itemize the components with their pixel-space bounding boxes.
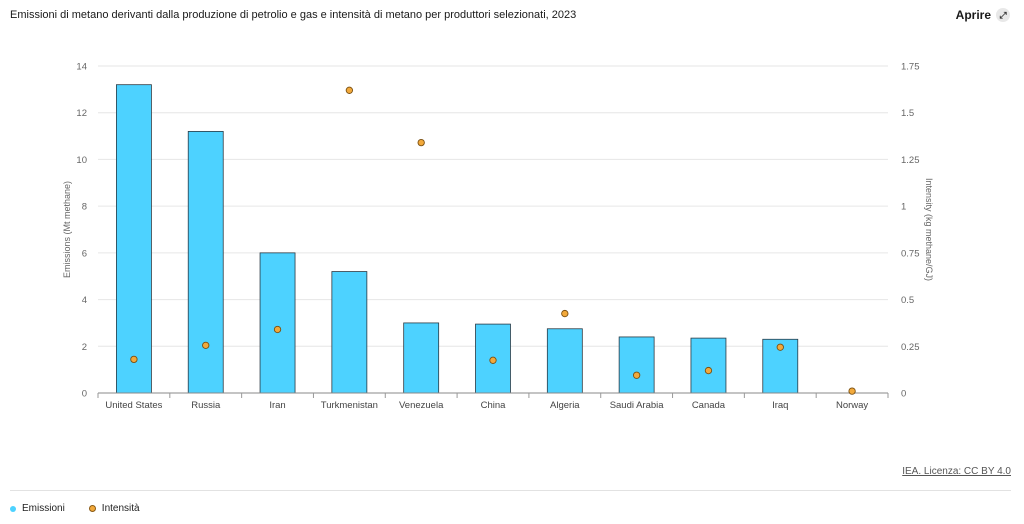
y-tick-label: 12 — [76, 108, 87, 119]
source-link[interactable]: IEA. Licenza: CC BY 4.0 — [902, 466, 1011, 477]
x-tick-label: Saudi Arabia — [610, 400, 665, 411]
legend: Emissioni Intensità — [10, 503, 140, 514]
intensity-point — [632, 371, 641, 379]
bar — [187, 130, 224, 394]
intensity-point — [417, 138, 425, 147]
intensity-point — [273, 325, 282, 334]
bar — [403, 322, 440, 394]
legend-item-intensity[interactable]: Intensità — [88, 503, 140, 514]
x-tick-label: Norway — [836, 400, 868, 411]
bar — [618, 336, 655, 394]
y-tick-label: 4 — [82, 295, 87, 306]
legend-swatch-emissions — [10, 505, 16, 512]
intensity-point — [345, 86, 354, 94]
bar — [546, 328, 583, 394]
y-right-tick-label: 1.25 — [901, 155, 920, 166]
intensity-point — [776, 343, 784, 351]
y-tick-label: 6 — [82, 248, 87, 259]
intensity-point — [489, 356, 497, 364]
x-tick-label: China — [481, 400, 507, 411]
legend-item-emissions[interactable]: Emissioni — [10, 503, 65, 514]
legend-label-emissions: Emissioni — [22, 503, 65, 514]
y-right-tick-label: 1.5 — [901, 108, 914, 119]
x-tick-label: United States — [105, 400, 162, 411]
y-right-tick-label: 1 — [901, 202, 906, 213]
divider — [10, 490, 1011, 491]
y-tick-label: 14 — [76, 62, 87, 73]
bar — [331, 271, 368, 394]
bar — [259, 252, 296, 394]
y-tick-label: 10 — [76, 155, 87, 166]
x-tick-label: Russia — [191, 400, 221, 411]
x-tick-label: Algeria — [550, 400, 580, 411]
intensity-point — [704, 366, 713, 375]
bar — [690, 337, 727, 394]
expand-icon: ⤢ — [996, 8, 1010, 22]
y-right-axis-title: Intensity (kg methane/GJ) — [924, 178, 934, 281]
y-tick-label: 0 — [82, 389, 87, 400]
intensity-point — [848, 387, 856, 395]
x-tick-label: Canada — [692, 400, 726, 411]
chart-title: Emissioni di metano derivanti dalla prod… — [10, 9, 577, 21]
bar — [116, 84, 152, 394]
x-tick-label: Iran — [269, 400, 285, 411]
legend-swatch-intensity — [88, 505, 96, 512]
y-right-tick-label: 0.75 — [901, 248, 920, 259]
x-tick-label: Venezuela — [399, 400, 444, 411]
y-axis-title: Emissions (Mt methane) — [62, 181, 72, 278]
y-right-tick-label: 0 — [901, 389, 906, 400]
open-button[interactable]: Aprire ⤢ — [956, 8, 1010, 22]
y-right-tick-label: 0.25 — [901, 342, 920, 353]
x-tick-label: Turkmenistan — [321, 400, 378, 411]
y-tick-label: 2 — [82, 342, 87, 353]
legend-label-intensity: Intensità — [101, 503, 140, 514]
intensity-point — [561, 309, 569, 318]
intensity-point — [202, 341, 210, 350]
intensity-point — [130, 355, 138, 364]
y-right-tick-label: 0.5 — [901, 295, 914, 306]
x-tick-label: Iraq — [772, 400, 788, 411]
open-button-label: Aprire — [955, 8, 991, 22]
y-tick-label: 8 — [82, 202, 87, 213]
y-right-tick-label: 1.75 — [901, 62, 920, 73]
chart: 0 2 4 6 8 10 12 14 0 0.25 0.5 0.75 1 1.25 1.5 1.75 Emiss… — [62, 62, 934, 412]
